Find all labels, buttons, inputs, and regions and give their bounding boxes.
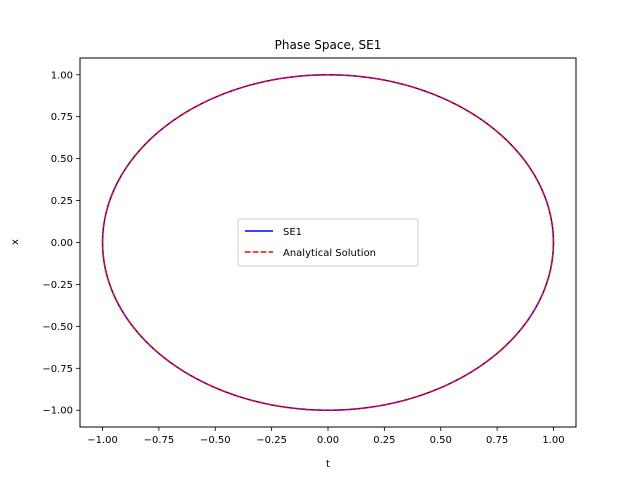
x-tick-label: 1.00 (542, 435, 564, 446)
x-tick-label: 0.00 (317, 435, 339, 446)
y-tick-label: −0.25 (42, 280, 73, 291)
y-tick-label: 0.50 (51, 154, 73, 165)
legend-label-analytical: Analytical Solution (283, 248, 376, 259)
y-tick-label: 0.75 (51, 112, 73, 123)
x-tick-label: 0.75 (486, 435, 508, 446)
series-line-analytical-solution (101, 74, 555, 411)
x-tick-label: 0.50 (430, 435, 452, 446)
x-axis-ticks: −1.00 −0.75 −0.50 −0.25 0.00 0.25 0.50 0.75 1.00 (87, 427, 565, 446)
x-axis-label: t (326, 459, 330, 470)
legend-box (237, 218, 419, 267)
x-tick-label: −0.25 (256, 435, 287, 446)
legend: SE1 Analytical Solution (237, 218, 419, 267)
y-tick-label: 1.00 (51, 70, 73, 81)
chart-title: Phase Space, SE1 (275, 38, 382, 52)
y-tick-label: −0.50 (42, 322, 73, 333)
y-tick-label: 0.25 (51, 196, 73, 207)
series-layer (101, 74, 555, 411)
y-axis-label: x (10, 239, 21, 245)
legend-label-se1: SE1 (283, 227, 302, 238)
y-tick-label: −1.00 (42, 406, 73, 417)
y-tick-label: −0.75 (42, 364, 73, 375)
x-tick-label: −0.50 (200, 435, 231, 446)
x-tick-label: 0.25 (373, 435, 395, 446)
x-tick-label: −0.75 (144, 435, 175, 446)
y-tick-label: 0.00 (51, 238, 73, 249)
x-tick-label: −1.00 (87, 435, 118, 446)
y-axis-ticks: −1.00 −0.75 −0.50 −0.25 0.00 0.25 0.50 0.75 1.00 (42, 70, 80, 417)
